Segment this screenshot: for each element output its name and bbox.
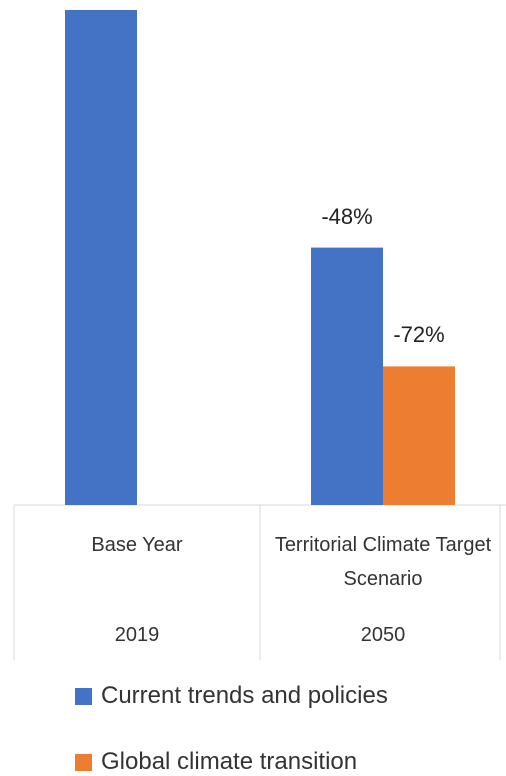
category-label: Territorial Climate Target Scenario [274, 534, 492, 590]
legend-item: Global climate transition [75, 748, 357, 776]
category-label: Base Year [91, 534, 183, 556]
data-annotation: -72% [393, 322, 445, 348]
year-label: 2019 [114, 624, 160, 646]
data-annotation: -48% [321, 203, 373, 229]
bar [311, 247, 383, 505]
legend-label: Current trends and policies [101, 682, 388, 709]
bar [65, 10, 137, 505]
legend-label: Global climate transition [101, 748, 358, 775]
year-label: 2050 [360, 624, 406, 646]
legend-item: Current trends and policies [75, 682, 388, 710]
legend-swatch [75, 687, 92, 705]
legend-swatch [75, 753, 92, 771]
bar [383, 366, 455, 505]
